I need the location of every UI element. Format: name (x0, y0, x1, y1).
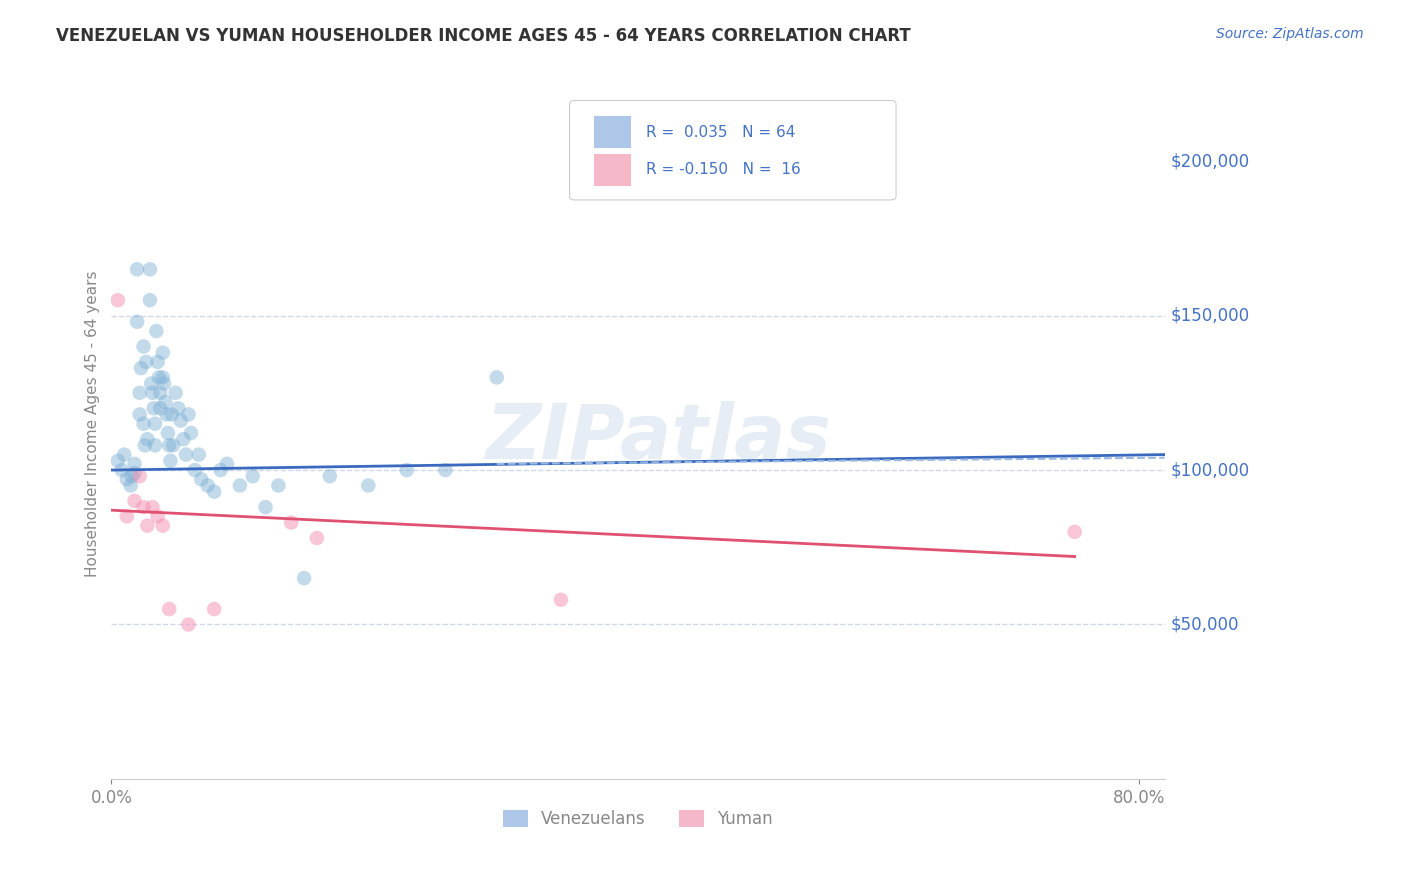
Point (152, 518, 174, 533)
Point (280, 516, 302, 530)
Point (124, 457, 146, 471)
Text: $100,000: $100,000 (1171, 461, 1250, 479)
Point (112, 448, 135, 462)
FancyBboxPatch shape (593, 116, 631, 148)
Point (157, 602, 180, 616)
Point (127, 262, 149, 277)
Point (434, 463, 457, 477)
Point (550, 592, 572, 607)
Text: $50,000: $50,000 (1171, 615, 1240, 633)
Text: R =  0.035   N = 64: R = 0.035 N = 64 (647, 125, 796, 140)
Point (184, 463, 207, 477)
Point (121, 469, 143, 483)
Point (145, 324, 167, 338)
Point (143, 438, 166, 452)
FancyBboxPatch shape (593, 153, 631, 186)
Point (136, 518, 159, 533)
Point (127, 315, 149, 329)
Point (172, 432, 194, 446)
Point (139, 262, 162, 277)
Point (115, 509, 138, 524)
Point (136, 432, 159, 446)
Point (129, 361, 152, 376)
Point (124, 494, 146, 508)
Point (135, 355, 157, 369)
Point (107, 293, 129, 308)
Point (165, 385, 187, 400)
Point (209, 463, 232, 477)
Point (128, 469, 150, 483)
Point (1063, 524, 1085, 539)
Point (197, 478, 219, 492)
Text: ZIPatlas: ZIPatlas (486, 401, 832, 475)
Point (143, 417, 166, 431)
Text: $150,000: $150,000 (1171, 307, 1250, 325)
Point (167, 401, 190, 416)
Point (132, 500, 155, 515)
Point (155, 395, 177, 409)
Point (190, 472, 212, 486)
Point (146, 509, 169, 524)
Point (305, 531, 328, 545)
Point (115, 472, 138, 486)
Point (149, 401, 172, 416)
Point (128, 385, 150, 400)
Y-axis label: Householder Income Ages 45 - 64 years: Householder Income Ages 45 - 64 years (86, 270, 100, 577)
Point (153, 376, 176, 391)
Legend: Venezuelans, Yuman: Venezuelans, Yuman (496, 803, 780, 835)
Point (139, 293, 162, 308)
Point (292, 571, 315, 585)
FancyBboxPatch shape (569, 101, 896, 200)
Point (134, 438, 156, 452)
Point (156, 425, 179, 440)
Point (170, 414, 193, 428)
Point (187, 448, 209, 462)
Point (215, 457, 238, 471)
Point (229, 478, 252, 492)
Point (357, 478, 380, 492)
Text: $200,000: $200,000 (1171, 153, 1250, 170)
Point (152, 370, 174, 384)
Point (202, 602, 225, 616)
Point (485, 370, 508, 384)
Point (111, 463, 134, 477)
Point (146, 355, 169, 369)
Point (162, 438, 184, 452)
Point (124, 466, 146, 480)
Point (141, 376, 163, 391)
Point (319, 469, 342, 483)
Point (107, 454, 129, 468)
Point (157, 438, 180, 452)
Point (132, 339, 155, 353)
Point (174, 448, 197, 462)
Point (156, 408, 179, 422)
Point (159, 454, 181, 468)
Point (254, 500, 277, 515)
Point (180, 425, 202, 440)
Text: VENEZUELAN VS YUMAN HOUSEHOLDER INCOME AGES 45 - 64 YEARS CORRELATION CHART: VENEZUELAN VS YUMAN HOUSEHOLDER INCOME A… (56, 27, 911, 45)
Point (141, 385, 163, 400)
Point (141, 500, 163, 515)
Point (132, 417, 155, 431)
Point (202, 484, 225, 499)
Point (149, 385, 172, 400)
Point (142, 401, 165, 416)
Point (242, 469, 264, 483)
Point (177, 617, 200, 632)
Point (128, 408, 150, 422)
Text: Source: ZipAtlas.com: Source: ZipAtlas.com (1216, 27, 1364, 41)
Point (267, 478, 290, 492)
Point (177, 408, 200, 422)
Point (120, 478, 142, 492)
Text: R = -0.150   N =  16: R = -0.150 N = 16 (647, 162, 801, 178)
Point (148, 370, 170, 384)
Point (160, 408, 183, 422)
Point (152, 345, 174, 359)
Point (395, 463, 418, 477)
